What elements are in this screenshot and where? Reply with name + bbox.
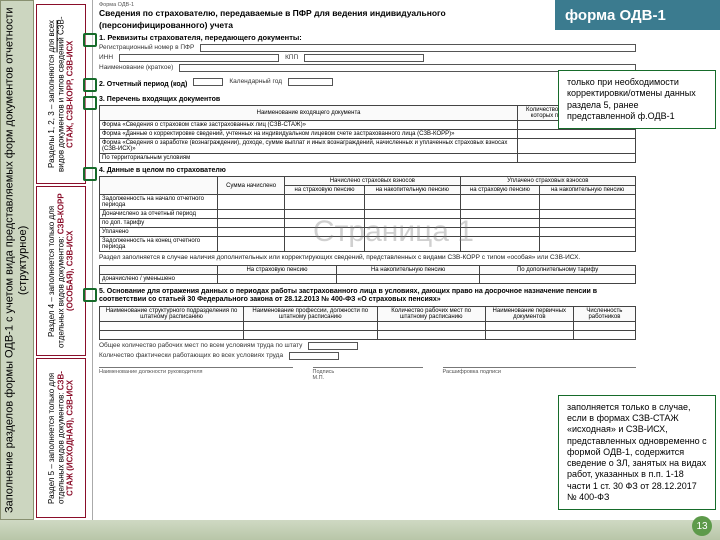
table-section-3: Наименование входящего документаКоличест… [99,105,636,163]
cal-year-label: Календарный год [229,78,282,90]
reg-label: Регистрационный номер в ПФР [99,44,194,52]
sidebar: Заполнение разделов формы ОДВ-1 с учетом… [0,0,88,520]
period-code-field[interactable] [193,78,223,86]
marker-3 [83,96,97,110]
footer-bar [0,520,720,540]
sign-right: Расшифровка подписи [443,369,637,375]
sidebar-main-title: Заполнение разделов формы ОДВ-1 с учетом… [0,0,34,520]
short-name-label: Наименование (краткое) [99,64,173,72]
reg-field[interactable] [200,44,636,52]
page-number: 13 [692,516,712,536]
inn-field[interactable] [119,54,279,62]
kpp-field[interactable] [304,54,424,62]
cal-year-field[interactable] [288,78,333,86]
kpp-label: КПП [285,54,298,62]
table-section-4b: На страховую пенсию На накопительную пен… [99,265,636,284]
marker-5 [83,288,97,302]
marker-4 [83,167,97,181]
section-1-title: 1. Реквизиты страхователя, передающего д… [99,33,636,42]
callout-bottom: заполняется только в случае, если в форм… [558,395,716,510]
actual-workers-field[interactable] [289,352,339,360]
section-3-title: 3. Перечень входящих документов [99,96,636,103]
section-4-title: 4. Данные в целом по страхователю [99,167,636,174]
inn-label: ИНН [99,54,113,62]
doc-title-1: Сведения по страхователю, передаваемые в… [99,8,636,18]
marker-2 [83,78,97,92]
marker-1 [83,33,97,47]
table-section-4a: Сумма начислено Начислено страховых взно… [99,176,636,252]
total-places-field[interactable] [308,342,358,350]
section-2-title: 2. Отчетный период (код) [99,81,187,88]
sidebox-sections-1-2-3: Разделы 1, 2, 3 – заполняются для всех в… [36,4,86,184]
doc-title-2: (персонифицированного) учета [99,20,636,30]
section-5-title: 5. Основание для отражения данных о пери… [99,288,636,304]
sidebox-section-5: Раздел 5 – заполняется только для отдель… [36,358,86,518]
callout-top: только при необходимости корректировки/о… [558,70,716,129]
sidebar-boxes: Разделы 1, 2, 3 – заполняются для всех в… [34,0,88,520]
table-section-5: Наименование структурного подразделения … [99,306,636,340]
sidebox-section-4: Раздел 4 – заполняется только для отдель… [36,186,86,356]
sign-left: Наименование должности руководителя [99,369,293,375]
note-4: Раздел заполняется в случае наличия допо… [99,254,636,262]
